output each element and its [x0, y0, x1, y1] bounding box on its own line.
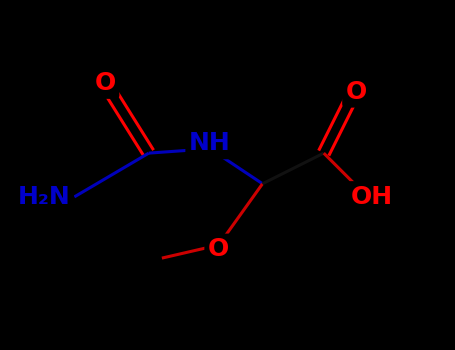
Text: H₂N: H₂N [17, 185, 70, 209]
Text: OH: OH [351, 185, 393, 209]
Text: NH: NH [189, 132, 231, 155]
Text: O: O [208, 237, 229, 261]
Text: O: O [346, 80, 367, 104]
Text: O: O [94, 71, 116, 95]
